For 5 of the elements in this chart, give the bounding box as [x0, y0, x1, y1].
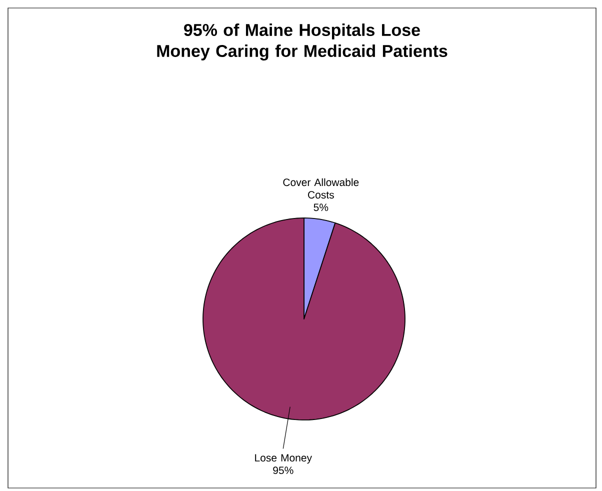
data-label: 5% — [314, 204, 328, 212]
data-label: 95% — [273, 466, 294, 474]
slice-label: Cover Allowable Costs — [283, 178, 359, 199]
slice-label: Lose Money — [255, 454, 312, 464]
chart-title: 95% of Maine Hospitals Lose Money Caring for Medicaid Patients — [157, 24, 448, 60]
